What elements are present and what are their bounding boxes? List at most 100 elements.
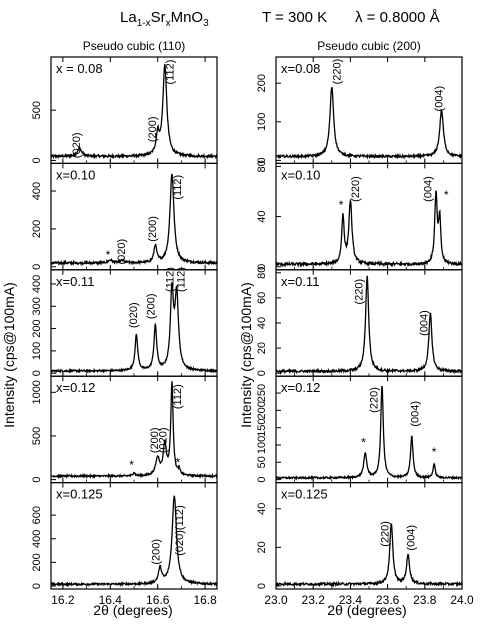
spectrum-line xyxy=(275,87,463,160)
y-tick-label: 600 xyxy=(31,506,43,524)
y-tick-label: 80 xyxy=(256,267,268,279)
y-tick-label: 400 xyxy=(31,530,43,548)
y-tick-label: 200 xyxy=(256,74,268,92)
y-tick-label: 0 xyxy=(256,477,268,483)
y-tick-label: 0 xyxy=(31,583,43,589)
peak-annotation: (020)(112) xyxy=(174,505,186,556)
y-tick-label: 250 xyxy=(256,384,268,402)
figure-title: La1-xSrxMnO3 T = 300 K λ = 0.8000 Å xyxy=(120,9,440,29)
y-axis-label-right: Intensity (cps@100mA) xyxy=(238,282,254,428)
x-tick-label: 24.0 xyxy=(450,593,474,607)
peak-annotation: (220) xyxy=(354,279,366,305)
y-tick-label: 60 xyxy=(256,292,268,304)
panel-composition-label: x=0.11 xyxy=(281,274,319,289)
peak-annotation: * xyxy=(106,248,111,262)
y-tick-label: 0 xyxy=(31,477,43,483)
peak-annotation: * xyxy=(361,436,366,450)
peak-annotation: (004) xyxy=(434,86,446,112)
panel-composition-label: x=0.08 xyxy=(281,61,320,76)
peak-annotation: (112) xyxy=(175,267,187,292)
y-tick-label: 200 xyxy=(31,220,43,238)
peak-annotation: (112) xyxy=(165,60,177,85)
peak-annotation: * xyxy=(444,188,449,202)
y-tick-label: 300 xyxy=(31,297,43,315)
x-tick-label: 16.8 xyxy=(193,593,217,607)
title-sub-1x: 1-x xyxy=(137,18,151,29)
title-sub-3: 3 xyxy=(203,18,209,29)
y-tick-label: 20 xyxy=(256,541,268,553)
peak-annotation: (020) xyxy=(71,132,83,158)
peak-annotation: (220) xyxy=(331,59,343,85)
peak-annotation: (200) xyxy=(150,539,162,565)
panel-composition-label: x = 0.08 xyxy=(56,61,103,76)
panel-composition-label: x=0.10 xyxy=(56,167,95,182)
panel-composition-label: x=0.12 xyxy=(56,380,95,395)
peak-annotation: (112) xyxy=(172,384,184,409)
peak-annotation: (004) xyxy=(422,176,434,202)
title-temperature: T = 300 K xyxy=(262,9,327,26)
y-tick-label: 100 xyxy=(256,436,268,454)
y-tick-label: 0 xyxy=(256,370,268,376)
x-tick-label: 16.6 xyxy=(146,593,170,607)
y-tick-label: 0 xyxy=(31,370,43,376)
y-tick-label: 40 xyxy=(256,210,268,222)
spectrum-line xyxy=(50,281,218,374)
x-tick-label: 23.0 xyxy=(264,593,288,607)
title-mno: MnO xyxy=(171,9,204,26)
y-tick-label: 100 xyxy=(256,113,268,131)
peak-annotation: * xyxy=(432,445,437,459)
column-title-1: Pseudo cubic (200) xyxy=(317,39,420,53)
y-tick-label: 400 xyxy=(31,182,43,200)
panel-composition-label: x=0.125 xyxy=(281,487,328,502)
peak-annotation: (004) xyxy=(406,525,418,551)
peak-annotation: (200) xyxy=(146,293,158,319)
panel-composition-label: x=0.125 xyxy=(56,487,103,502)
y-tick-label: 1000 xyxy=(31,380,43,404)
title-la: La xyxy=(120,9,137,26)
peak-annotation: (112) xyxy=(172,175,184,200)
y-tick-label: 40 xyxy=(256,503,268,515)
spectrum-line xyxy=(275,522,463,588)
peak-annotation: (220) xyxy=(380,521,392,547)
panel-composition-label: x=0.12 xyxy=(281,380,320,395)
peak-annotation: (020) xyxy=(158,427,170,453)
peak-annotation: (200) xyxy=(147,216,159,242)
peak-annotation: (200) xyxy=(147,116,159,142)
column-title-0: Pseudo cubic (110) xyxy=(83,39,186,53)
x-tick-label: 23.4 xyxy=(339,593,363,607)
y-tick-label: 200 xyxy=(31,319,43,337)
y-tick-label: 0 xyxy=(256,264,268,270)
spectrum-line xyxy=(275,275,463,376)
y-tick-label: 500 xyxy=(31,101,43,119)
y-tick-label: 200 xyxy=(31,553,43,571)
x-axis-label-left: 2θ (degrees) xyxy=(93,602,172,618)
x-tick-label: 23.8 xyxy=(413,593,437,607)
x-tick-label: 16.4 xyxy=(99,593,123,607)
spectrum-line xyxy=(50,381,218,480)
svg-text:La1-xSrxMnO3: La1-xSrxMnO3 xyxy=(120,9,209,29)
spectrum-line xyxy=(275,385,463,482)
x-tick-label: 23.2 xyxy=(302,593,326,607)
peak-annotation: (112) xyxy=(165,267,177,292)
y-tick-label: 0 xyxy=(31,157,43,163)
x-axis-label-right: 2θ (degrees) xyxy=(327,602,406,618)
peak-annotation: * xyxy=(339,198,344,212)
spectrum-line xyxy=(50,63,218,160)
y-tick-label: 80 xyxy=(256,160,268,172)
title-wavelength: λ = 0.8000 Å xyxy=(355,9,440,26)
x-tick-label: 23.6 xyxy=(376,593,400,607)
y-tick-label: 0 xyxy=(256,583,268,589)
spectrum-line xyxy=(275,190,463,268)
title-sr: Sr xyxy=(151,9,166,26)
peak-annotation: (020) xyxy=(128,302,140,328)
peak-annotation: * xyxy=(176,456,181,470)
peak-annotation: (220) xyxy=(368,387,380,413)
peak-annotation: (200) xyxy=(149,427,161,453)
peak-annotation: (020) xyxy=(116,239,128,265)
y-tick-label: 20 xyxy=(256,342,268,354)
peak-annotation: (220) xyxy=(350,176,362,202)
y-tick-label: 150 xyxy=(256,418,268,436)
y-tick-label: 0 xyxy=(256,157,268,163)
y-tick-label: 100 xyxy=(31,342,43,360)
